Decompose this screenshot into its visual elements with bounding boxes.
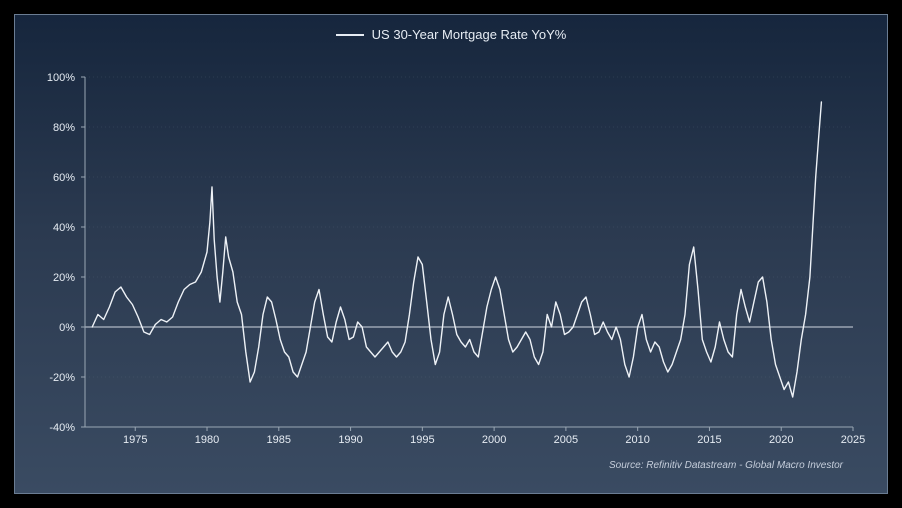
svg-text:20%: 20% <box>53 272 75 284</box>
legend: US 30-Year Mortgage Rate YoY% <box>15 27 887 42</box>
svg-text:2000: 2000 <box>482 434 506 446</box>
svg-text:2015: 2015 <box>697 434 721 446</box>
plot-area: -40%-20%0%20%40%60%80%100%19751980198519… <box>79 71 859 451</box>
svg-text:80%: 80% <box>53 122 75 134</box>
svg-text:100%: 100% <box>47 72 75 84</box>
svg-text:40%: 40% <box>53 222 75 234</box>
svg-text:0%: 0% <box>59 322 75 334</box>
svg-text:1975: 1975 <box>123 434 147 446</box>
chart-svg: -40%-20%0%20%40%60%80%100%19751980198519… <box>79 71 859 451</box>
legend-label: US 30-Year Mortgage Rate YoY% <box>372 27 567 42</box>
legend-swatch <box>336 34 364 36</box>
svg-text:-40%: -40% <box>49 422 75 434</box>
svg-text:1990: 1990 <box>338 434 362 446</box>
svg-text:2020: 2020 <box>769 434 793 446</box>
svg-text:-20%: -20% <box>49 372 75 384</box>
svg-text:60%: 60% <box>53 172 75 184</box>
svg-text:2010: 2010 <box>625 434 649 446</box>
svg-text:1985: 1985 <box>267 434 291 446</box>
svg-text:2025: 2025 <box>841 434 865 446</box>
svg-text:1995: 1995 <box>410 434 434 446</box>
source-label: Source: Refinitiv Datastream - Global Ma… <box>609 460 843 471</box>
svg-text:1980: 1980 <box>195 434 219 446</box>
chart-frame: US 30-Year Mortgage Rate YoY% -40% -20% 0%… <box>14 14 888 494</box>
svg-text:2005: 2005 <box>554 434 578 446</box>
